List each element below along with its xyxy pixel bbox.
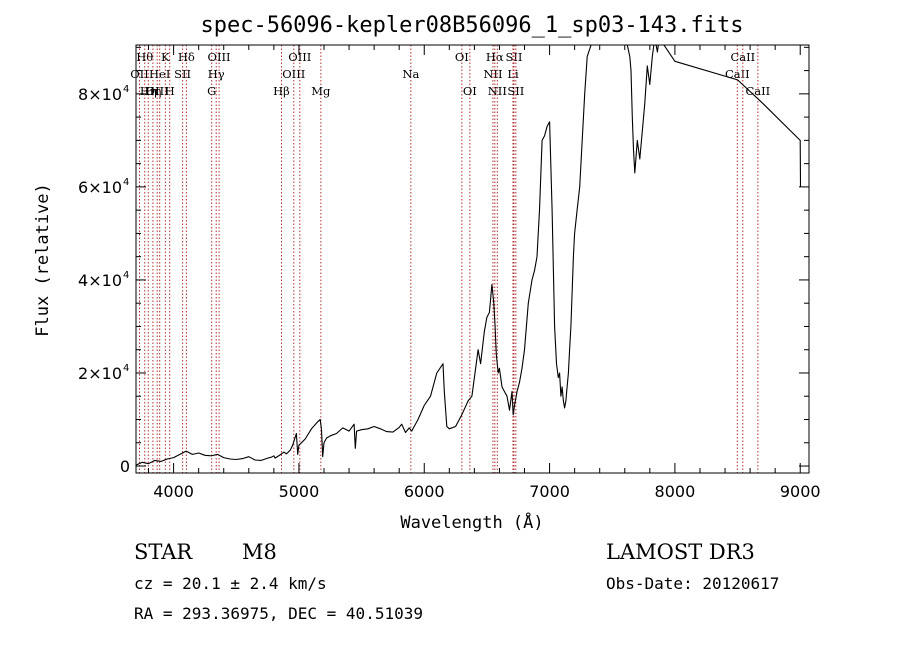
line-marker-label: OII xyxy=(130,67,149,81)
y-tick-label: 8×10 xyxy=(78,85,122,104)
line-marker-label: CaII xyxy=(725,67,750,81)
line-marker-label: K xyxy=(161,50,170,64)
line-marker-label: NII xyxy=(483,67,502,81)
line-marker-label: CaII xyxy=(745,84,770,98)
x-axis-label: Wavelength (Å) xyxy=(400,511,543,533)
line-marker-label: HeI xyxy=(149,67,170,81)
y-tick-exponent: 4 xyxy=(123,177,129,188)
line-marker-label: OI xyxy=(455,50,469,64)
spectrum-series xyxy=(136,45,802,466)
x-tick-label: 6000 xyxy=(404,482,445,501)
x-axis-ticks: 4000 5000 6000 7000 8000 9000 xyxy=(148,45,821,501)
x-tick-label: 5000 xyxy=(279,482,320,501)
redshift-velocity: cz = 20.1 ± 2.4 km/s xyxy=(134,574,327,593)
object-subclass: M8 xyxy=(242,540,277,564)
x-tick-label: 9000 xyxy=(780,482,821,501)
plot-frame xyxy=(135,44,810,474)
line-marker-label: OI xyxy=(463,84,477,98)
y-axis-ticks: 02×10 44×10 46×10 48×10 4 xyxy=(78,46,809,476)
y-tick-exponent: 4 xyxy=(123,84,129,95)
x-tick-label: 8000 xyxy=(655,482,696,501)
line-marker-label: OIII xyxy=(208,50,231,64)
object-class: STAR xyxy=(134,540,193,564)
y-tick-exponent: 4 xyxy=(123,363,129,374)
y-tick-label: 0 xyxy=(120,457,130,476)
line-marker-label: Hβ xyxy=(273,84,290,98)
line-marker-label: H xyxy=(165,84,175,98)
line-marker-label: OIII xyxy=(288,50,311,64)
y-tick-exponent: 4 xyxy=(123,270,129,281)
line-marker-label: Mg xyxy=(311,84,331,98)
line-marker-label: Na xyxy=(402,67,419,81)
line-marker-label: Hθ xyxy=(136,50,153,64)
line-marker-label: SII xyxy=(505,50,522,64)
spectral-line-markers: OIIHθHηHηOIIIHeIKHSIIHδGHγOIIIHβOIIIOIII… xyxy=(130,45,770,473)
line-marker-label: Hγ xyxy=(208,67,225,81)
x-tick-label: 4000 xyxy=(153,482,194,501)
survey-name: LAMOST DR3 xyxy=(606,540,755,564)
y-tick-label: 2×10 xyxy=(78,364,122,383)
coordinates: RA = 293.36975, DEC = 40.51039 xyxy=(134,604,423,623)
line-marker-label: CaII xyxy=(730,50,755,64)
line-marker-label: SII xyxy=(507,84,524,98)
line-marker-label: G xyxy=(207,84,216,98)
observation-date: Obs-Date: 20120617 xyxy=(606,574,780,593)
line-marker-label: OIII xyxy=(282,67,305,81)
spectrum-line xyxy=(136,45,802,466)
line-marker-label: Hα xyxy=(486,50,504,64)
line-marker-label: Li xyxy=(507,67,519,81)
y-tick-label: 4×10 xyxy=(78,271,122,290)
chart-title: spec-56096-kepler08B56096_1_sp03-143.fit… xyxy=(200,13,743,38)
y-tick-label: 6×10 xyxy=(78,178,122,197)
x-tick-label: 7000 xyxy=(529,482,570,501)
line-marker-label: OIII xyxy=(146,84,169,98)
line-marker-label: SII xyxy=(174,67,191,81)
y-axis-label: Flux (relative) xyxy=(33,183,53,337)
line-marker-label: NII xyxy=(488,84,507,98)
line-marker-label: Hδ xyxy=(178,50,195,64)
